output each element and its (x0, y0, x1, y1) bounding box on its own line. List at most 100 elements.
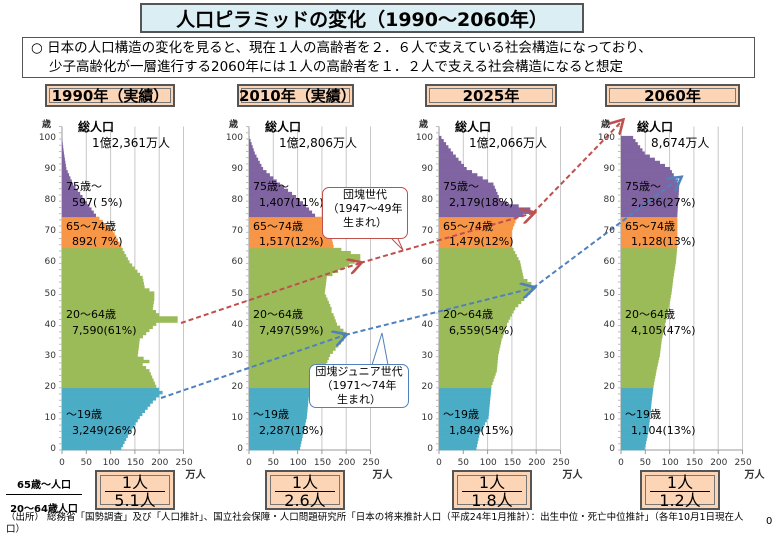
age-bar (621, 238, 678, 242)
age-bar (249, 347, 336, 351)
age-bar (439, 362, 498, 367)
pyramid-panel (59, 126, 184, 454)
age-bar (621, 135, 634, 140)
age-bar (439, 418, 487, 423)
y-tick-label: 0 (50, 444, 56, 454)
age-bar (249, 353, 331, 357)
age-group-value: 892( 7%) (72, 235, 123, 248)
age-bar (249, 173, 270, 177)
y-axis-label: 歳 (601, 120, 611, 130)
age-bar (439, 397, 491, 401)
age-bar (249, 207, 310, 211)
age-group-label: 65～74歳 (443, 220, 493, 233)
age-bar (249, 254, 361, 258)
age-bar (439, 350, 499, 354)
year-label-1990: 1990年（実績） (45, 84, 175, 107)
age-bar (621, 176, 676, 180)
age-bar (439, 403, 490, 407)
y-tick-label: 50 (421, 288, 433, 299)
age-bar (249, 204, 307, 208)
age-bar (439, 384, 492, 389)
age-bar (249, 319, 336, 323)
age-bar (621, 316, 667, 320)
age-bar (62, 229, 114, 233)
age-bar (249, 266, 344, 270)
age-bar (62, 191, 81, 196)
age-bar (621, 148, 643, 152)
age-group-value: 3,249(26%) (72, 424, 137, 437)
y-tick-label: 40 (44, 319, 56, 330)
ratio-numerator: 1人 (462, 472, 522, 492)
age-bar (621, 213, 678, 218)
age-bar (621, 260, 676, 264)
age-bar (249, 194, 297, 199)
age-bar (621, 428, 649, 432)
ratio-numerator: 1人 (105, 472, 165, 492)
age-bar (439, 328, 505, 333)
age-bar (621, 297, 671, 302)
ratio-denominator: 5.1人 (114, 491, 156, 510)
age-bar (249, 422, 306, 426)
page-title: 人口ピラミッドの変化（1990～2060年） (140, 3, 584, 33)
age-bar (249, 257, 361, 261)
age-group-value: 1,128(13%) (631, 235, 696, 248)
age-bar (621, 294, 671, 298)
x-tick-label: 250 (734, 458, 752, 468)
age-bar (249, 139, 251, 143)
age-bar (439, 154, 456, 158)
y-axis-label: 歳 (229, 120, 239, 130)
age-bar (249, 297, 328, 302)
age-bar (439, 334, 503, 339)
x-tick-label: 50 (639, 458, 652, 468)
age-bar (439, 390, 491, 395)
age-bar (621, 400, 652, 404)
age-bar (62, 216, 100, 221)
dankai-cohort-arrow (532, 121, 622, 214)
age-bar (439, 325, 506, 330)
age-group-value: 1,517(12%) (259, 235, 324, 248)
age-bar (62, 403, 151, 407)
age-bar (439, 412, 489, 417)
age-bar (62, 285, 145, 289)
y-tick-label: 100 (415, 133, 433, 143)
age-bar (621, 397, 653, 401)
age-group-label: 20～64歳 (625, 308, 675, 321)
age-bar (62, 372, 151, 376)
age-bar (62, 269, 138, 274)
age-bar (621, 422, 650, 426)
age-bar (439, 219, 516, 224)
age-bar (249, 288, 326, 292)
age-bar (249, 400, 309, 404)
age-group-label: 65～74歳 (66, 220, 116, 233)
age-bar (249, 210, 313, 214)
age-bar (621, 170, 672, 174)
age-bar (62, 257, 128, 261)
age-bar (621, 266, 675, 270)
age-bar (621, 313, 668, 317)
age-bar (62, 412, 143, 417)
age-group-value: 1,849(15%) (449, 424, 514, 437)
age-bar (621, 325, 665, 330)
age-bar (439, 319, 509, 323)
callout-text: （1971～74年 (321, 379, 397, 392)
age-bar (439, 331, 504, 336)
age-bar (439, 341, 502, 345)
age-bar (249, 145, 253, 149)
age-bar (621, 263, 676, 267)
age-bar (621, 232, 678, 236)
dankai-junior-cohort-arrow (160, 335, 345, 399)
ratio-box-2060: 1人 1.2人 (640, 470, 720, 510)
age-bar (249, 272, 333, 277)
y-tick-label: 80 (421, 195, 433, 206)
age-bar (249, 306, 332, 311)
age-bar (62, 319, 178, 323)
age-bar (439, 191, 498, 196)
y-tick-label: 60 (421, 257, 433, 268)
age-bar (249, 412, 308, 417)
age-bar (621, 166, 671, 171)
age-bar (439, 173, 478, 177)
age-bar (249, 238, 333, 242)
year-label-2060: 2060年 (605, 84, 740, 107)
age-bar (621, 275, 674, 280)
